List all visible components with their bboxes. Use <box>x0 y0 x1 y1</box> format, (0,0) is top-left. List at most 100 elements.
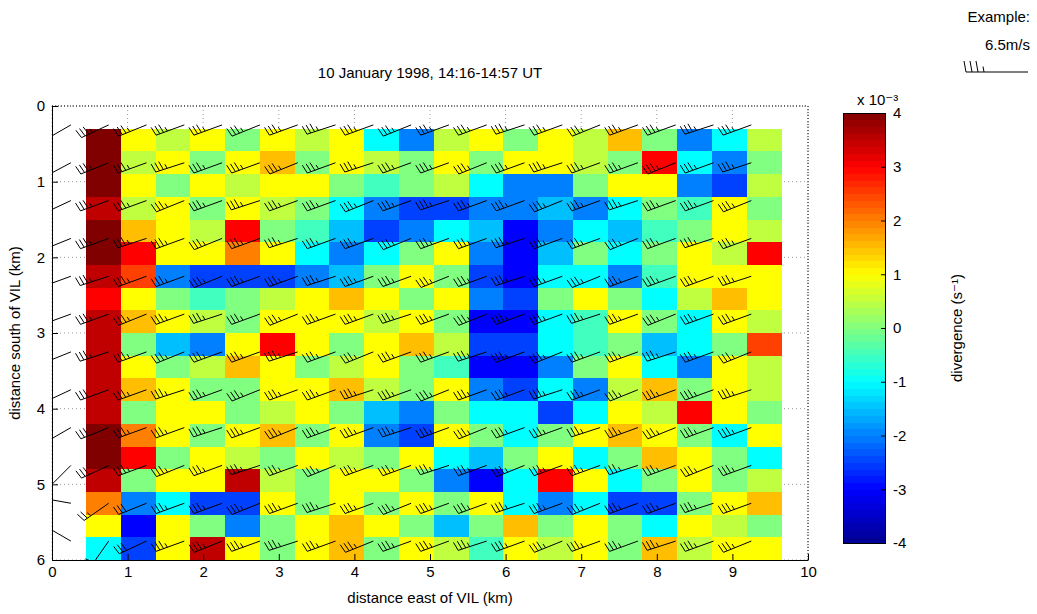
tick-mark <box>881 489 885 490</box>
x-axis: 012345678910 <box>48 554 817 580</box>
wind-barb <box>642 540 675 550</box>
wind-barb <box>680 163 713 174</box>
wind-barb <box>529 465 562 476</box>
cell <box>121 401 156 424</box>
wind-barb <box>265 503 298 514</box>
cell <box>225 333 260 356</box>
cell <box>677 129 712 152</box>
cell <box>434 151 469 174</box>
frame <box>808 106 809 560</box>
wind-barb <box>416 163 449 174</box>
tick-label: -2 <box>893 427 906 444</box>
wind-barb <box>302 465 335 476</box>
cell <box>295 492 330 515</box>
cell <box>121 242 156 265</box>
wind-barb <box>151 125 184 136</box>
colorbar-swatch <box>843 268 885 275</box>
wind-barb <box>491 352 524 363</box>
tick: 3 <box>275 554 283 580</box>
cell <box>538 401 573 424</box>
colorbar-swatch <box>843 348 885 355</box>
wind-barb <box>643 276 676 287</box>
cell <box>712 288 747 311</box>
wind-barb <box>340 201 373 212</box>
cell <box>573 129 608 152</box>
cell <box>121 220 156 243</box>
cell <box>712 151 747 174</box>
colorbar-swatch <box>843 341 885 348</box>
cell <box>399 333 434 356</box>
tick-mark <box>657 554 658 560</box>
cell <box>608 242 643 265</box>
wind-barb <box>113 163 146 174</box>
wind-barb <box>113 390 146 401</box>
cell <box>712 401 747 424</box>
cell <box>156 333 191 356</box>
cell <box>469 288 504 311</box>
cell <box>677 515 712 538</box>
cell <box>156 469 191 492</box>
tick: 10 <box>800 554 817 580</box>
wind-barb <box>113 314 146 325</box>
wind-barb <box>643 125 676 136</box>
wind-barb <box>378 125 411 136</box>
tick-mark <box>732 554 733 560</box>
tick-mark <box>581 554 582 560</box>
cell <box>747 424 782 447</box>
cell <box>503 356 538 379</box>
tick-label: 7 <box>578 563 586 580</box>
wind-barb <box>718 162 751 172</box>
wind-barb <box>151 541 184 552</box>
cell <box>86 220 121 243</box>
wind-barb <box>340 352 373 363</box>
cell <box>677 288 712 311</box>
colorbar-swatch <box>843 462 885 469</box>
wind-barb <box>416 276 449 287</box>
wind-barb <box>113 465 146 476</box>
colorbar-swatch <box>843 187 885 194</box>
cell <box>712 515 747 538</box>
colorbar-swatch <box>843 274 885 281</box>
colorbar-frame <box>843 113 885 543</box>
wind-barb <box>416 352 449 363</box>
wind-barb <box>416 390 449 401</box>
cell <box>399 197 434 220</box>
colorbar-swatch <box>843 503 885 510</box>
wind-barb <box>416 541 449 552</box>
colorbar-swatch <box>843 509 885 516</box>
cell <box>295 447 330 470</box>
tick-label: 1 <box>124 563 132 580</box>
cell <box>225 378 260 401</box>
cell <box>642 197 677 220</box>
wind-barb <box>718 275 751 285</box>
wind-barb <box>378 426 411 436</box>
tick-label: 5 <box>37 476 45 493</box>
cell <box>295 197 330 220</box>
colorbar-swatch <box>843 523 885 530</box>
tick: 5 <box>37 476 58 493</box>
wind-barb <box>529 389 562 399</box>
wind-barb <box>416 238 449 249</box>
wind-barb <box>680 541 713 552</box>
cell <box>503 401 538 424</box>
tick-mark <box>881 382 885 383</box>
cell <box>573 447 608 470</box>
colorbar-swatch <box>843 436 885 443</box>
colorbar-swatch <box>843 294 885 301</box>
cell <box>190 174 225 197</box>
cell <box>364 537 399 560</box>
wind-barb <box>83 541 109 560</box>
cell <box>295 265 330 288</box>
tick-mark <box>52 409 58 410</box>
colorbar-swatch <box>843 261 885 268</box>
cell <box>225 151 260 174</box>
tick: -3 <box>881 481 906 498</box>
cell <box>225 310 260 333</box>
tick-mark <box>881 113 885 114</box>
cell <box>225 288 260 311</box>
cell <box>434 310 469 333</box>
cell <box>86 288 121 311</box>
wind-barb <box>605 314 638 325</box>
colorbar-swatch <box>843 153 885 160</box>
colorbar-swatch <box>843 147 885 154</box>
